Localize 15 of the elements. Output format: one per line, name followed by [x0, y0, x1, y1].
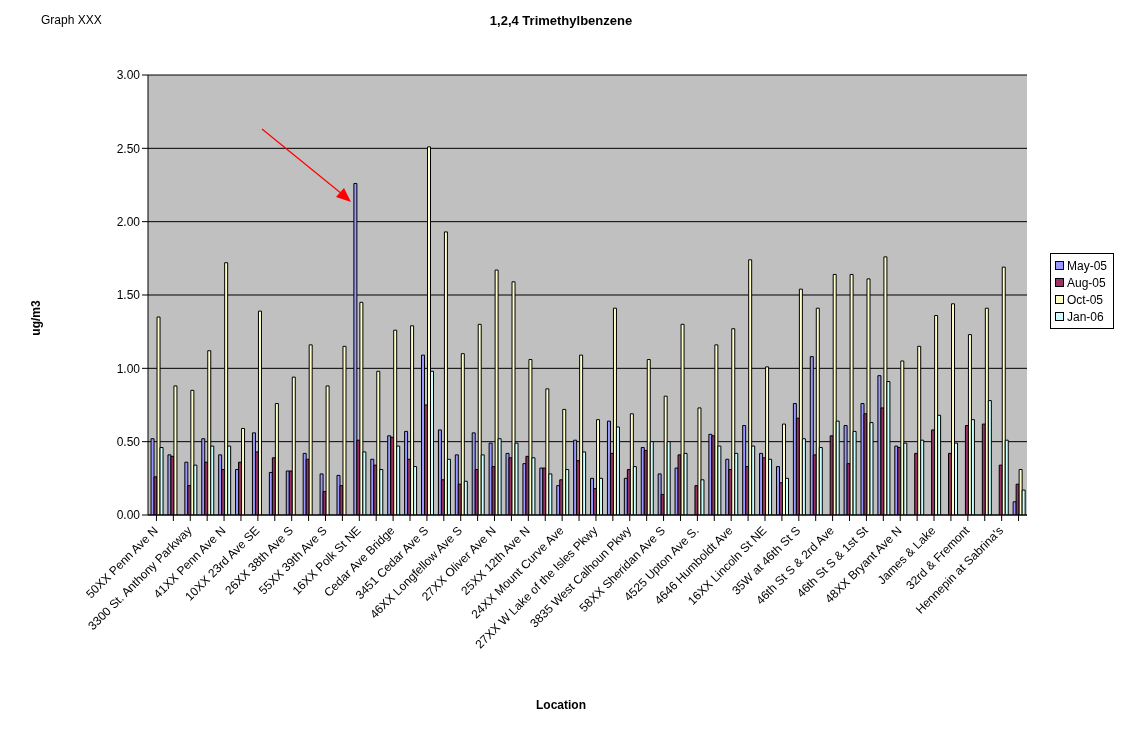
x-axis-title: Location — [535, 698, 587, 712]
text: Graph XXX — [41, 13, 102, 27]
legend-label: Aug-05 — [1066, 275, 1106, 290]
y-tick-label: 1.50 — [116, 288, 141, 303]
y-tick-label: 0.00 — [116, 508, 141, 523]
y-tick-label: 2.50 — [116, 141, 141, 156]
legend-label: May-05 — [1066, 258, 1107, 273]
legend-label: Oct-05 — [1066, 292, 1103, 307]
y-tick-label: 3.00 — [116, 68, 141, 83]
y-tick-label: 2.00 — [116, 214, 141, 229]
legend-label: Jan-06 — [1066, 309, 1104, 324]
chart-title: 1,2,4 Trimethylbenzene — [489, 13, 633, 28]
y-axis-title: ug/m3 — [28, 299, 44, 338]
y-tick-label: 0.50 — [116, 434, 141, 449]
y-tick-label: 1.00 — [116, 361, 141, 376]
